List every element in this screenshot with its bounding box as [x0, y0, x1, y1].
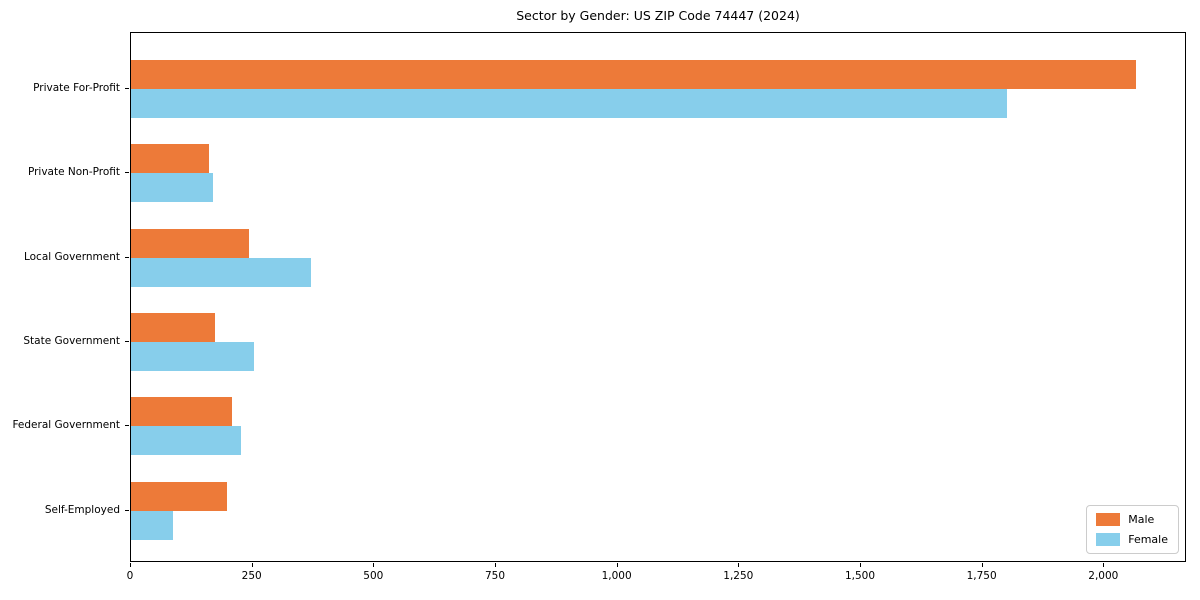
legend-swatch-female [1096, 533, 1121, 546]
bar-female-private-non-profit [131, 173, 213, 203]
bar-female-state-government [131, 341, 255, 371]
plot-area: Male Female [130, 32, 1186, 562]
x-tick [130, 563, 131, 567]
x-tick [495, 563, 496, 567]
legend-swatch-male [1096, 513, 1121, 526]
x-label-0: 0 [126, 570, 134, 582]
x-tick [251, 563, 253, 567]
bar-female-local-government [131, 257, 312, 287]
y-label-self-employed: Self-Employed [44, 503, 120, 516]
x-tick [373, 563, 375, 567]
x-label-1250: 1,250 [723, 570, 754, 582]
x-label-1000: 1,000 [601, 570, 632, 582]
bar-male-local-government [131, 228, 249, 258]
chart-title: Sector by Gender: US ZIP Code 74447 (202… [516, 8, 800, 23]
y-label-federal-government: Federal Government [12, 419, 120, 432]
legend-entry-male: Male [1096, 513, 1168, 526]
x-label-2000: 2,000 [1088, 570, 1119, 582]
y-tick [125, 88, 129, 89]
legend: Male Female [1086, 505, 1179, 554]
bar-female-private-for-profit [131, 89, 1007, 118]
bar-male-private-for-profit [131, 60, 1136, 89]
y-label-private-for-profit: Private For-Profit [33, 82, 120, 94]
y-tick [125, 172, 129, 174]
x-label-1500: 1,500 [844, 570, 876, 582]
bar-male-state-government [131, 312, 215, 342]
x-tick [860, 563, 861, 567]
y-label-state-government: State Government [23, 334, 120, 347]
bar-male-federal-government [131, 397, 232, 427]
x-tick [1103, 563, 1105, 567]
x-tick [738, 563, 740, 567]
bar-female-self-employed [131, 510, 174, 540]
x-label-1750: 1,750 [966, 570, 997, 582]
y-tick [125, 509, 129, 511]
legend-label-female: Female [1128, 533, 1168, 546]
y-label-local-government: Local Government [23, 250, 120, 263]
bar-male-self-employed [131, 481, 228, 511]
x-label-250: 250 [241, 570, 262, 582]
bar-male-private-non-profit [131, 144, 209, 174]
y-tick [125, 340, 129, 342]
bar-female-federal-government [131, 426, 241, 456]
y-tick [125, 256, 129, 258]
x-tick [981, 563, 983, 567]
x-label-500: 500 [363, 570, 384, 582]
x-label-750: 750 [484, 570, 506, 582]
legend-label-male: Male [1128, 513, 1155, 526]
y-tick [125, 425, 129, 427]
legend-entry-female: Female [1096, 533, 1168, 546]
x-tick [616, 563, 618, 567]
y-label-private-non-profit: Private Non-Profit [27, 166, 120, 179]
